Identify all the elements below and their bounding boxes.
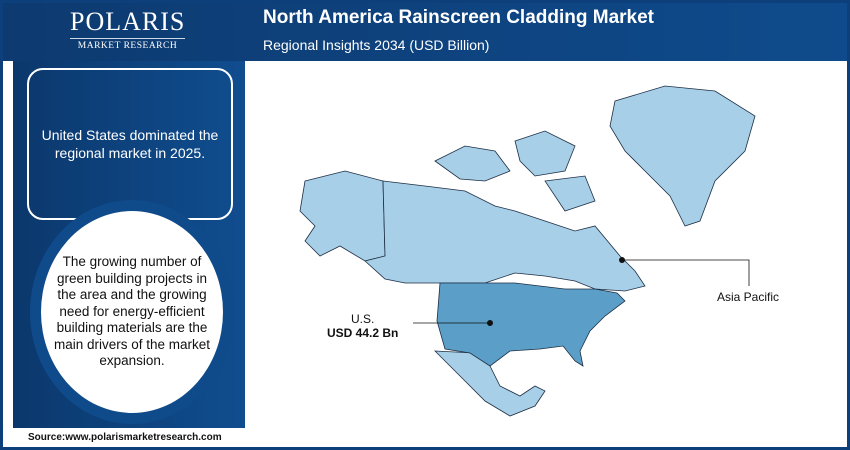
drivers-text: The growing number of green building pro… xyxy=(53,254,211,369)
us-callout xyxy=(413,320,493,326)
greenland xyxy=(609,85,756,227)
asia-pacific-label: Asia Pacific xyxy=(717,290,780,304)
highlight-text: United States dominated the regional mar… xyxy=(41,127,219,161)
map-area xyxy=(245,61,838,428)
left-strip xyxy=(3,3,13,428)
polaris-logo: POLARIS MARKET RESEARCH xyxy=(70,8,185,51)
page-subtitle: Regional Insights 2034 (USD Billion) xyxy=(263,37,490,53)
page-title: North America Rainscreen Cladding Market xyxy=(263,7,655,28)
logo-sub: MARKET RESEARCH xyxy=(77,41,178,51)
drivers-circle: The growing number of green building pro… xyxy=(30,200,234,424)
logo-name: POLARIS xyxy=(70,7,186,36)
north-america-map xyxy=(299,85,756,417)
highlight-box: United States dominated the regional mar… xyxy=(27,68,233,220)
canada xyxy=(364,180,646,292)
header xyxy=(3,3,847,61)
alaska xyxy=(299,170,386,262)
us-value: USD 44.2 Bn xyxy=(327,326,399,340)
asia-pacific-callout xyxy=(619,257,750,286)
us-label: U.S. xyxy=(351,312,375,326)
united-states xyxy=(436,282,626,367)
logo-divider xyxy=(70,38,185,39)
canadian-arctic-islands xyxy=(434,130,596,212)
source-text: Source:www.polarismarketresearch.com xyxy=(28,432,222,443)
